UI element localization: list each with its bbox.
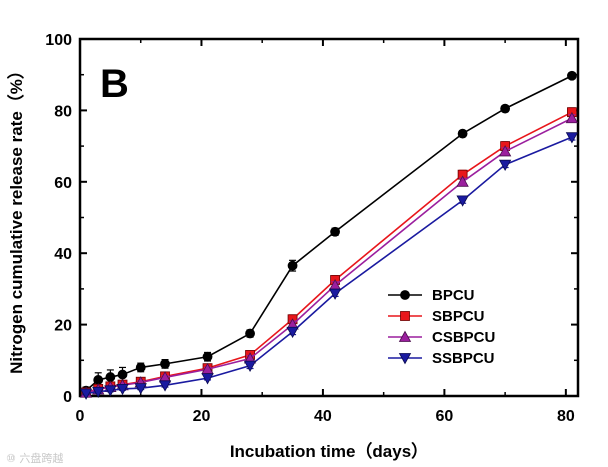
plot-frame bbox=[78, 37, 580, 398]
series-line bbox=[85, 136, 573, 395]
y-tick-label: 20 bbox=[54, 318, 72, 335]
legend-marker bbox=[400, 290, 410, 300]
data-point bbox=[500, 103, 511, 114]
data-point bbox=[565, 132, 579, 144]
panel-label: B bbox=[100, 62, 129, 106]
legend-label: SSBPCU bbox=[432, 350, 495, 367]
data-point bbox=[330, 226, 340, 237]
data-point bbox=[105, 372, 116, 382]
data-point bbox=[567, 70, 577, 81]
series-line bbox=[85, 111, 573, 394]
x-tick-label: 40 bbox=[314, 408, 332, 425]
x-axis-label: Incubation time（days） bbox=[230, 441, 428, 461]
legend: BPCU SBPCU CSBPCU SSBPCU bbox=[388, 287, 495, 367]
data-point bbox=[456, 175, 469, 187]
data-point bbox=[116, 383, 129, 396]
data-point bbox=[286, 326, 299, 339]
x-tick-label: 60 bbox=[435, 408, 453, 425]
legend-marker bbox=[398, 330, 412, 342]
data-point bbox=[287, 260, 298, 271]
series-line bbox=[85, 75, 573, 392]
data-point bbox=[79, 388, 93, 400]
legend-item-ssbpcu: SSBPCU bbox=[388, 350, 495, 367]
y-axis-label: Nitrogen cumulative release rate（%） bbox=[6, 62, 26, 374]
data-point bbox=[135, 362, 146, 373]
watermark: ⑩ 六盘跨越 bbox=[6, 451, 63, 465]
data-point bbox=[93, 375, 104, 385]
series-group bbox=[79, 70, 579, 400]
data-point bbox=[160, 358, 170, 369]
data-point bbox=[92, 386, 105, 399]
data-point bbox=[202, 351, 213, 362]
legend-marker bbox=[400, 311, 410, 321]
data-point bbox=[498, 145, 512, 157]
legend-item-bpcu: BPCU bbox=[388, 287, 475, 304]
x-tick-label: 20 bbox=[193, 408, 211, 425]
data-point bbox=[456, 195, 469, 207]
series-csbpcu bbox=[79, 111, 579, 398]
data-point bbox=[565, 111, 579, 124]
data-point bbox=[104, 385, 117, 397]
legend-item-sbpcu: SBPCU bbox=[388, 308, 485, 325]
series-ssbpcu bbox=[79, 132, 579, 400]
series-bpcu bbox=[81, 70, 577, 396]
data-point bbox=[158, 380, 172, 392]
y-tick-label: 100 bbox=[45, 32, 72, 49]
series-line bbox=[85, 117, 573, 394]
legend-item-csbpcu: CSBPCU bbox=[388, 329, 495, 346]
data-point bbox=[328, 288, 342, 300]
legend-label: BPCU bbox=[432, 287, 475, 304]
data-point bbox=[134, 383, 147, 395]
legend-label: SBPCU bbox=[432, 308, 485, 325]
legend-marker bbox=[398, 353, 412, 365]
x-tick-label: 0 bbox=[76, 408, 85, 425]
y-tick-label: 40 bbox=[54, 246, 72, 263]
y-tick-label: 0 bbox=[63, 389, 72, 406]
y-tick-label: 60 bbox=[54, 175, 72, 192]
data-point bbox=[245, 328, 255, 339]
x-tick-label: 80 bbox=[557, 408, 575, 425]
data-point bbox=[498, 159, 512, 171]
data-point bbox=[243, 360, 257, 372]
data-point bbox=[117, 369, 128, 380]
legend-label: CSBPCU bbox=[432, 329, 495, 346]
axes: 0 20 40 60 80 0 20 40 60 80 100 bbox=[45, 32, 580, 425]
data-point bbox=[457, 128, 468, 139]
y-tick-label: 80 bbox=[54, 103, 72, 120]
data-point bbox=[201, 373, 214, 385]
